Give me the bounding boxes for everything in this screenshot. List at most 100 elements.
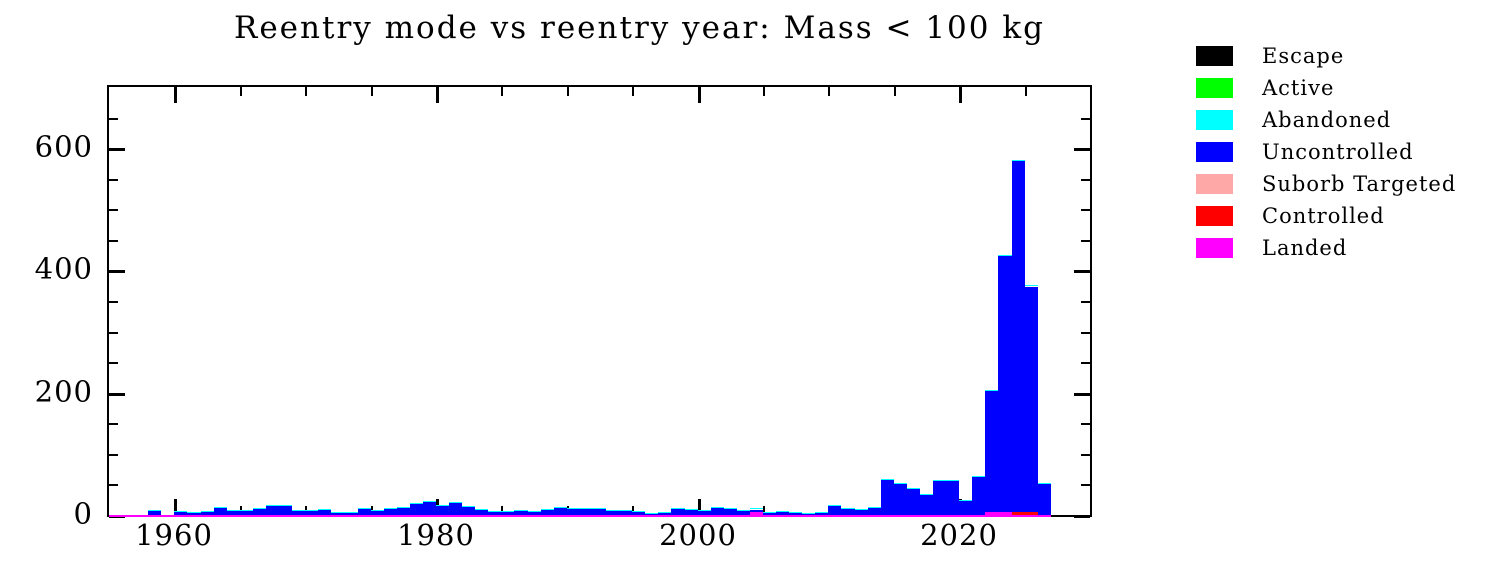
x-tick-label: 2000 bbox=[659, 518, 737, 552]
bar-segment-uncontrolled bbox=[344, 513, 358, 515]
bar-segment-landed bbox=[998, 512, 1012, 515]
bar-segment-abandoned bbox=[201, 511, 214, 512]
bar-segment-uncontrolled bbox=[685, 510, 698, 515]
bar-segment-uncontrolled bbox=[750, 510, 763, 512]
bar-segment-abandoned bbox=[619, 510, 632, 511]
y-minor-tick bbox=[109, 118, 118, 120]
y-minor-tick bbox=[109, 301, 118, 303]
bar-segment-abandoned bbox=[724, 508, 737, 509]
bar-segment-abandoned bbox=[344, 512, 358, 513]
legend-swatch bbox=[1196, 142, 1233, 162]
bar-segment-controlled bbox=[1025, 512, 1038, 515]
y-minor-tick bbox=[109, 332, 118, 334]
bar-segment-uncontrolled bbox=[240, 511, 253, 515]
bar-segment-abandoned bbox=[737, 510, 750, 511]
bar-segment-abandoned bbox=[488, 511, 501, 512]
y-minor-tick bbox=[1081, 118, 1090, 120]
bar-segment-uncontrolled bbox=[436, 506, 449, 515]
bar-segment-abandoned bbox=[698, 510, 711, 511]
y-major-tick bbox=[109, 393, 125, 396]
x-minor-tick bbox=[305, 87, 307, 96]
plot-area bbox=[107, 85, 1092, 518]
bar-segment-uncontrolled bbox=[501, 512, 514, 515]
bar-segment-uncontrolled bbox=[828, 506, 841, 515]
bar-segment-uncontrolled bbox=[868, 508, 881, 515]
legend-swatch bbox=[1196, 206, 1233, 226]
bar-segment-uncontrolled bbox=[894, 484, 907, 515]
bar-segment-uncontrolled bbox=[658, 513, 671, 515]
y-minor-tick bbox=[1081, 454, 1090, 456]
x-major-tick bbox=[698, 87, 701, 103]
bar-segment-uncontrolled bbox=[1025, 287, 1038, 513]
legend-swatch bbox=[1196, 46, 1233, 66]
bar-segment-uncontrolled bbox=[397, 508, 410, 515]
bar-segment-uncontrolled bbox=[449, 503, 462, 515]
bar-segment-uncontrolled bbox=[462, 507, 475, 515]
bar-segment-uncontrolled bbox=[410, 504, 423, 515]
bar-segment-uncontrolled bbox=[1012, 161, 1025, 513]
y-minor-tick bbox=[109, 179, 118, 181]
bar-segment-abandoned bbox=[567, 508, 580, 509]
bar-segment-abandoned bbox=[972, 476, 985, 477]
x-major-tick bbox=[959, 87, 962, 103]
y-minor-tick bbox=[109, 484, 118, 486]
y-major-tick bbox=[1074, 148, 1090, 151]
bar-segment-uncontrolled bbox=[776, 512, 789, 515]
legend-swatch bbox=[1196, 238, 1233, 258]
bar-segment-abandoned bbox=[436, 505, 449, 506]
bar-segment-abandoned bbox=[514, 510, 528, 511]
bar-segment-abandoned bbox=[384, 508, 397, 509]
bar-segment-uncontrolled bbox=[187, 513, 201, 515]
bar-segment-abandoned bbox=[1012, 160, 1025, 161]
bar-segment-abandoned bbox=[685, 509, 698, 510]
bar-segment-uncontrolled bbox=[371, 511, 384, 515]
y-minor-tick bbox=[1081, 423, 1090, 425]
bar-segment-uncontrolled bbox=[815, 513, 828, 515]
bar-segment-uncontrolled bbox=[789, 513, 802, 515]
bar-segment-abandoned bbox=[423, 501, 436, 502]
bar-segment-abandoned bbox=[855, 509, 868, 510]
bar-segment-uncontrolled bbox=[580, 509, 593, 515]
bar-segment-abandoned bbox=[554, 507, 567, 508]
bar-segment-abandoned bbox=[449, 502, 462, 503]
x-major-tick bbox=[174, 87, 177, 103]
bar-segment-uncontrolled bbox=[201, 512, 214, 515]
bar-segment-uncontrolled bbox=[619, 511, 632, 515]
bar-segment-uncontrolled bbox=[174, 512, 187, 515]
bar-segment-uncontrolled bbox=[959, 501, 972, 515]
x-major-tick bbox=[436, 87, 439, 103]
bar-segment-abandoned bbox=[841, 508, 855, 509]
x-minor-tick bbox=[240, 87, 242, 96]
legend-swatch bbox=[1196, 174, 1233, 194]
y-minor-tick bbox=[1081, 301, 1090, 303]
bar-segment-abandoned bbox=[541, 509, 554, 510]
bar-segment-abandoned bbox=[907, 488, 920, 489]
bar-segment-landed bbox=[985, 512, 998, 515]
legend-item-abandoned: Abandoned bbox=[1196, 108, 1456, 132]
bar-segment-uncontrolled bbox=[266, 506, 279, 515]
bar-segment-uncontrolled bbox=[998, 256, 1012, 513]
bar-segment-uncontrolled bbox=[593, 509, 606, 515]
legend-swatch bbox=[1196, 78, 1233, 98]
bar-segment-abandoned bbox=[868, 507, 881, 508]
x-minor-tick bbox=[371, 87, 373, 96]
x-tick-label: 1980 bbox=[397, 518, 475, 552]
bar-segment-abandoned bbox=[946, 480, 959, 481]
bar-segment-uncontrolled bbox=[541, 510, 554, 515]
x-major-tick bbox=[174, 499, 177, 515]
y-major-tick bbox=[1074, 393, 1090, 396]
bar-segment-uncontrolled bbox=[148, 511, 161, 515]
x-tick-label: 1960 bbox=[135, 518, 213, 552]
legend-label: Landed bbox=[1262, 236, 1348, 260]
bar-segment-uncontrolled bbox=[279, 506, 292, 515]
bar-segment-abandoned bbox=[148, 510, 161, 511]
bar-segment-abandoned bbox=[789, 512, 802, 513]
bar-segment-uncontrolled bbox=[567, 509, 580, 515]
bar-segment-abandoned bbox=[606, 510, 619, 511]
bar-segment-abandoned bbox=[305, 510, 318, 511]
y-minor-tick bbox=[109, 362, 118, 364]
bar-segment-uncontrolled bbox=[763, 513, 776, 515]
bar-segment-abandoned bbox=[410, 503, 423, 504]
legend-item-active: Active bbox=[1196, 76, 1456, 100]
bar-segment-uncontrolled bbox=[1038, 484, 1051, 515]
